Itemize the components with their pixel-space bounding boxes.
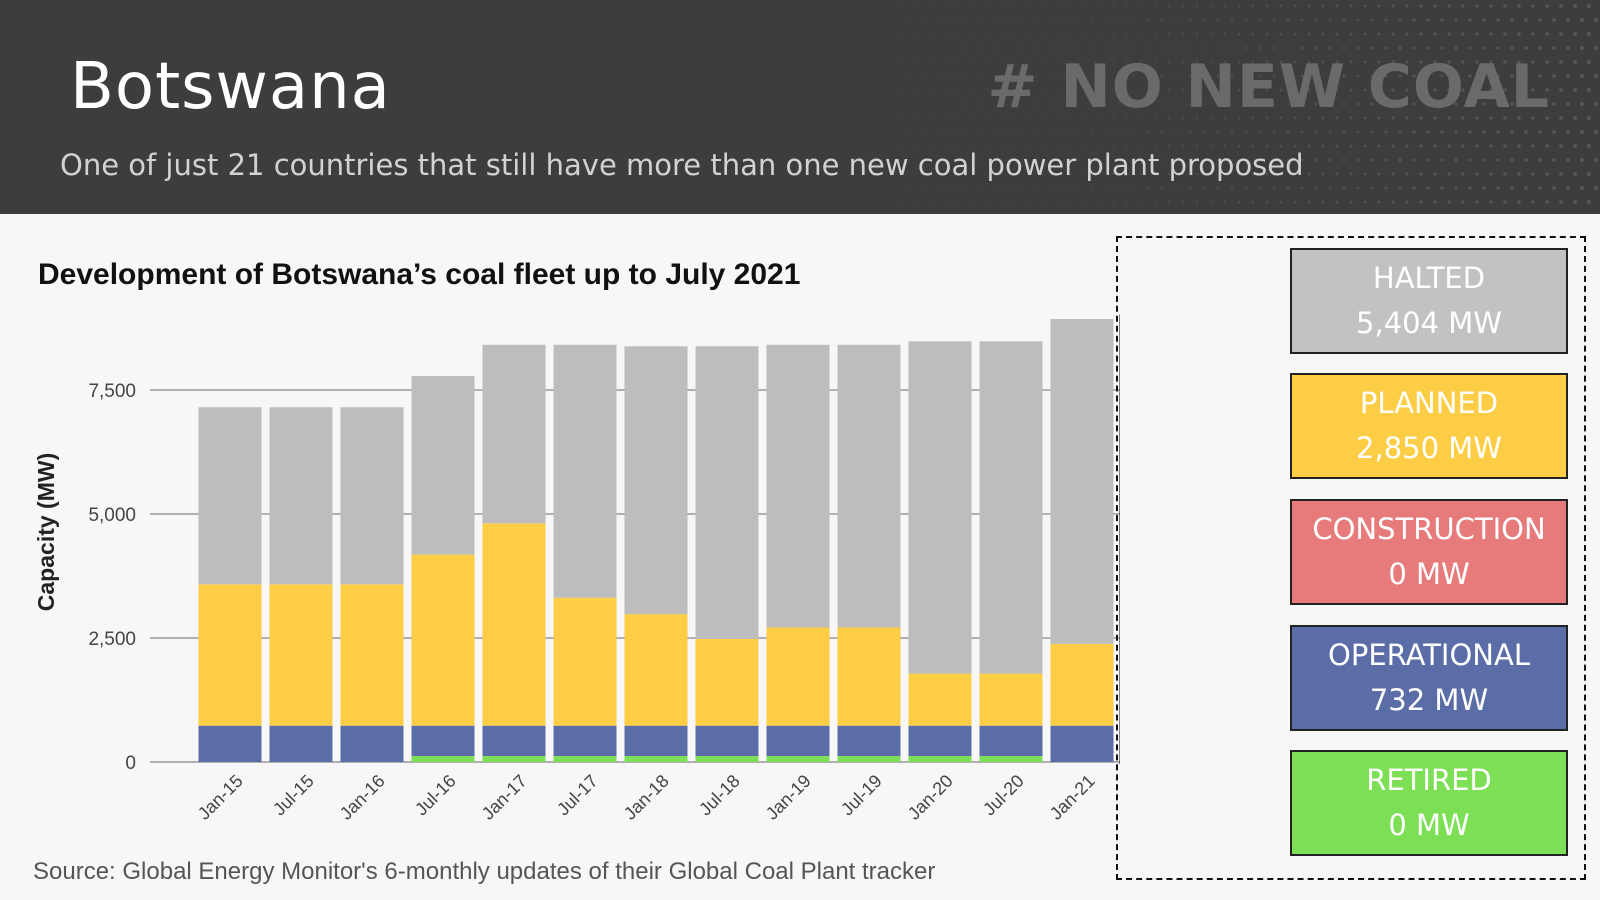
legend-operational: OPERATIONAL 732 MW (1290, 625, 1568, 731)
bar-retired (837, 756, 901, 762)
bar-retired (411, 756, 475, 762)
y-tick-label: 5,000 (88, 505, 136, 526)
x-tick-label: Jan-20 (904, 771, 957, 824)
bar-operational (482, 725, 546, 757)
bar-retired (979, 756, 1043, 762)
page-title: Botswana (70, 50, 391, 124)
x-tick-label: Jan-15 (194, 771, 247, 824)
legend-halted-value: 5,404 MW (1356, 306, 1502, 340)
legend-retired-value: 0 MW (1388, 808, 1470, 842)
legend-planned: PLANNED 2,850 MW (1290, 373, 1568, 479)
bar-operational (553, 725, 617, 757)
bar-planned (979, 673, 1043, 726)
legend-construction: CONSTRUCTION 0 MW (1290, 499, 1568, 605)
bar-halted (1050, 318, 1114, 644)
bar-operational (198, 725, 262, 762)
bar-operational (411, 725, 475, 757)
bar-operational (1050, 725, 1114, 762)
x-tick-label: Jul-18 (695, 771, 744, 820)
bar-halted (411, 376, 475, 555)
bar-retired (624, 756, 688, 762)
page-subtitle: One of just 21 countries that still have… (60, 148, 1304, 182)
bar-operational (766, 725, 830, 757)
legend-halted-label: HALTED (1372, 261, 1486, 295)
bar-halted (908, 341, 972, 674)
x-tick-label: Jul-20 (979, 771, 1028, 820)
legend-planned-label: PLANNED (1359, 386, 1499, 420)
y-tick-label: 7,500 (88, 381, 136, 402)
x-tick-label: Jul-16 (411, 771, 460, 820)
x-tick-label: Jan-16 (336, 771, 389, 824)
source-note: Source: Global Energy Monitor's 6-monthl… (33, 858, 936, 885)
bar-operational (695, 725, 759, 757)
bar-planned (837, 627, 901, 726)
bar-planned (198, 584, 262, 726)
legend-panel: HALTED 5,404 MW PLANNED 2,850 MW CONSTRU… (1116, 236, 1586, 880)
legend-planned-value: 2,850 MW (1356, 431, 1502, 465)
bar-halted (979, 341, 1043, 674)
legend-operational-label: OPERATIONAL (1328, 638, 1530, 672)
x-tick-label: Jul-15 (269, 771, 318, 820)
bar-retired (482, 756, 546, 762)
legend-retired: RETIRED 0 MW (1290, 750, 1568, 856)
legend-construction-value: 0 MW (1388, 557, 1470, 591)
bar-planned (340, 584, 404, 726)
bar-retired (908, 756, 972, 762)
x-tick-label: Jan-18 (620, 771, 673, 824)
y-tick-label: 2,500 (88, 629, 136, 650)
bar-chart: 0 2,500 5,000 7,500 Capacity (MW) Jan-15 Jul-1… (33, 314, 1120, 824)
y-tick-label: 0 (125, 753, 136, 774)
bar-planned (695, 638, 759, 726)
bar-planned (553, 597, 617, 726)
bar-operational (837, 725, 901, 757)
bar-retired (695, 756, 759, 762)
legend-retired-label: RETIRED (1366, 763, 1492, 797)
bar-planned (411, 554, 475, 726)
bar-halted (695, 346, 759, 639)
bar-operational (269, 725, 333, 762)
bar-operational (908, 725, 972, 757)
bar-planned (908, 673, 972, 726)
bar-planned (1050, 643, 1114, 726)
bar-halted (269, 407, 333, 585)
legend-halted: HALTED 5,404 MW (1290, 248, 1568, 354)
legend-operational-value: 732 MW (1369, 683, 1489, 717)
bar-operational (624, 725, 688, 757)
bar-halted (766, 344, 830, 628)
y-axis-label: Capacity (MW) (33, 453, 59, 611)
x-tick-label: Jul-17 (553, 771, 602, 820)
bar-halted (837, 344, 901, 628)
x-tick-label: Jul-19 (837, 771, 886, 820)
x-tick-label: Jan-17 (478, 771, 531, 824)
dot-pattern (902, 4, 1598, 204)
bar-operational (979, 725, 1043, 757)
bar-retired (553, 756, 617, 762)
campaign-hashtag: # NO NEW COAL (987, 52, 1550, 122)
bar-halted (624, 346, 688, 615)
legend-construction-label: CONSTRUCTION (1312, 512, 1546, 546)
x-tick-label: Jan-19 (762, 771, 815, 824)
bar-planned (624, 614, 688, 726)
bar-halted (198, 407, 262, 585)
bar-retired (766, 756, 830, 762)
bar-planned (269, 584, 333, 726)
bar-planned (482, 523, 546, 726)
bar-halted (482, 344, 546, 524)
bar-halted (553, 344, 617, 598)
bar-halted (340, 407, 404, 585)
bar-operational (340, 725, 404, 762)
header-banner: Botswana One of just 21 countries that s… (0, 0, 1600, 214)
bar-planned (766, 627, 830, 726)
chart-title: Development of Botswana’s coal fleet up … (38, 258, 801, 291)
x-tick-label: Jan-21 (1046, 771, 1099, 824)
